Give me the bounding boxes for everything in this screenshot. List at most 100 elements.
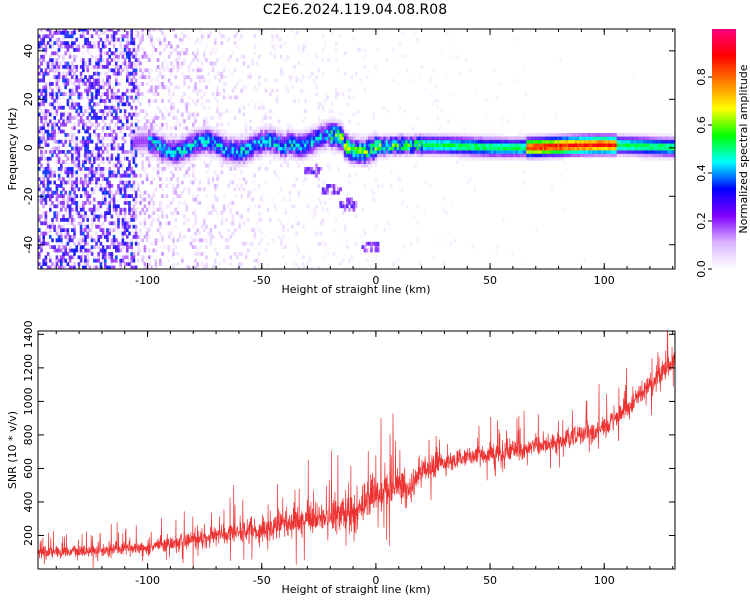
spectrogram-cell	[148, 143, 151, 147]
spectrogram-cell	[255, 221, 259, 226]
spectrogram-cell	[163, 245, 166, 249]
spectrogram-cell	[497, 146, 501, 151]
spectrogram-cell	[412, 139, 415, 144]
spectrogram-cell	[383, 228, 386, 232]
spectrogram-cell	[141, 71, 144, 76]
spectrogram-cell	[242, 221, 246, 226]
spectrogram-cell	[227, 160, 230, 164]
spectrogram-cell	[64, 153, 67, 158]
spectrogram-cell	[121, 218, 125, 222]
spectrogram-cell	[302, 119, 305, 124]
spectrogram-cell	[361, 153, 364, 158]
spectrogram-cell	[273, 126, 276, 130]
spectrogram-cell	[66, 235, 70, 239]
spectrogram-cell	[222, 194, 226, 198]
spectrogram-cell	[192, 153, 195, 158]
spectrogram-cell	[240, 139, 243, 144]
spectrogram-cell	[60, 170, 63, 175]
spectrogram-cell	[343, 160, 347, 164]
spectrogram-cell	[71, 68, 74, 73]
spectrogram-cell	[64, 34, 67, 39]
spectrogram-cell	[132, 150, 136, 154]
spectrogram-cell	[253, 228, 257, 232]
spectrogram-cell	[372, 197, 375, 202]
spectrogram-cell	[594, 150, 598, 154]
spectrogram-cell	[321, 109, 325, 113]
spectrogram-cell	[95, 184, 98, 188]
spectrogram-cell	[150, 34, 153, 39]
spectrogram-cell	[207, 143, 210, 147]
spectrogram-cell	[528, 139, 532, 144]
spectrogram-cell	[73, 31, 76, 35]
spectrogram-cell	[167, 204, 171, 209]
spectrogram-cell	[288, 156, 292, 161]
spectrogram-cell	[484, 146, 488, 151]
spectrogram-cell	[84, 187, 87, 192]
spectrogram-cell	[139, 143, 142, 147]
spectrogram-cell	[258, 150, 261, 154]
spectrogram-cell	[583, 136, 587, 141]
spectrogram-cell	[458, 139, 461, 144]
spectrogram-cell	[115, 238, 118, 243]
spectrogram-cell	[110, 258, 114, 263]
spectrogram-cell	[134, 139, 138, 144]
spectrogram-cell	[66, 194, 70, 198]
spectrogram-cell	[73, 160, 76, 164]
spectrogram-cell	[244, 241, 248, 246]
spectrogram-cell	[46, 221, 50, 226]
spectrogram-cell	[57, 29, 61, 32]
spectrogram-cell	[86, 248, 89, 253]
spectrogram-cell	[66, 71, 70, 76]
spectrogram-cell	[249, 156, 252, 161]
spectrogram-cell	[357, 109, 360, 113]
spectrogram-cell	[513, 139, 516, 144]
spectrogram-cell	[68, 214, 72, 219]
spectrogram-cell	[77, 221, 81, 226]
spectrogram-cell	[258, 75, 261, 79]
spectrogram-cell	[73, 150, 76, 154]
spectrogram-cell	[178, 156, 182, 161]
spectrogram-cell	[286, 54, 290, 59]
spectrogram-cell	[401, 146, 404, 151]
spectrogram-cell	[192, 156, 195, 161]
spectrogram-cell	[150, 224, 153, 229]
spectrogram-cell	[163, 150, 166, 154]
spectrogram-cell	[192, 68, 195, 73]
spectrogram-cell	[605, 136, 609, 141]
spectrogram-cell	[165, 150, 169, 154]
spectrogram-cell	[209, 143, 213, 147]
spectrogram-cell	[264, 116, 268, 120]
spectrogram-cell	[599, 143, 602, 147]
spectrogram-cell	[308, 156, 312, 161]
spectrogram-cell	[264, 143, 268, 147]
spectrogram-cell	[368, 150, 371, 154]
spectrogram-cell	[44, 231, 48, 236]
spectrogram-cell	[66, 173, 70, 178]
spectrogram-cell	[148, 248, 151, 253]
spectrogram-cell	[354, 204, 358, 209]
spectrogram-cell	[148, 71, 151, 76]
spectrogram-cell	[337, 122, 340, 127]
spectrogram-cell	[187, 75, 191, 79]
spectrogram-cell	[88, 75, 92, 79]
spectrogram-cell	[225, 82, 228, 86]
spectrogram-cell	[156, 65, 160, 69]
spectrogram-cell	[194, 153, 197, 158]
spectrogram-cell	[51, 146, 54, 151]
spectrogram-cell	[53, 136, 56, 141]
spectrogram-cell	[460, 136, 463, 141]
spectrogram-cell	[313, 150, 316, 154]
spectrogram-cell	[143, 122, 147, 127]
spectrogram-cell	[214, 258, 217, 263]
spectrogram-cell	[361, 156, 364, 161]
spectrogram-cell	[154, 78, 158, 83]
spectrogram-cell	[172, 112, 175, 117]
spectrogram-cell	[115, 136, 118, 141]
spectrogram-cell	[123, 122, 127, 127]
spectrogram-cell	[247, 207, 250, 212]
spectrogram-cell	[174, 146, 177, 151]
spectrogram-cell	[143, 224, 147, 229]
spectrogram-cell	[451, 201, 455, 205]
spectrogram-cell	[130, 136, 133, 141]
spectrogram-cell	[214, 262, 217, 266]
